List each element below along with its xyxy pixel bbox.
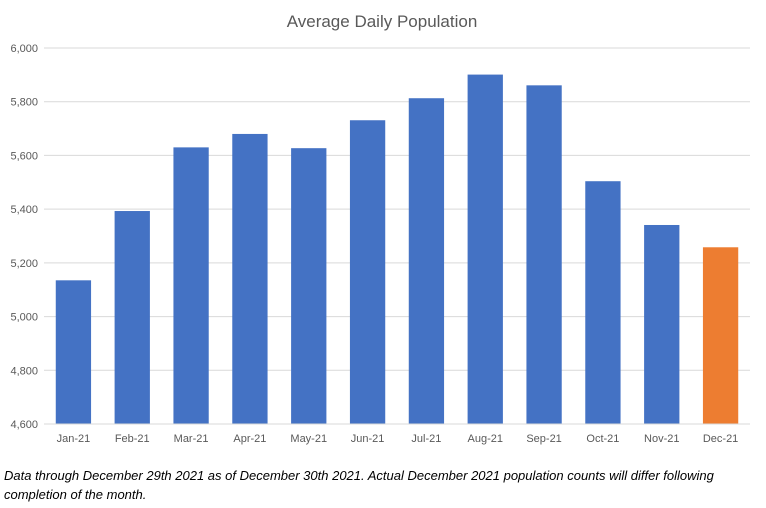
- x-tick-label: Mar-21: [174, 433, 209, 445]
- bar-sep-21: [526, 85, 562, 425]
- bar-apr-21: [232, 133, 268, 424]
- x-tick-label: Aug-21: [468, 433, 503, 445]
- x-tick-label: Nov-21: [644, 433, 679, 445]
- bar-jul-21: [408, 98, 445, 425]
- y-tick-label: 4,800: [10, 365, 38, 377]
- gridlines: [44, 47, 750, 371]
- y-axis-ticks: 4,600 4,800 5,000 5,200 5,400 5,600 5,800 6,000: [10, 43, 38, 431]
- y-tick-label: 5,400: [10, 204, 38, 216]
- y-tick-label: 4,600: [10, 419, 38, 431]
- x-axis-ticks: Jan-21 Feb-21 Mar-21 Apr-21 May-21 Jun-21 Jul-…: [57, 433, 739, 445]
- x-tick-label: Jan-21: [57, 433, 91, 445]
- x-tick-label: May-21: [290, 433, 327, 445]
- x-tick-label: Dec-21: [703, 433, 738, 445]
- bar-oct-21: [585, 181, 621, 424]
- x-tick-label: Oct-21: [586, 433, 619, 445]
- y-tick-label: 5,800: [10, 97, 38, 109]
- x-tick-label: Jul-21: [411, 433, 441, 445]
- x-tick-label: Apr-21: [233, 433, 266, 445]
- bar-jun-21: [349, 120, 386, 424]
- bar-feb-21: [114, 211, 150, 424]
- bar-dec-21: [702, 247, 739, 424]
- chart-title: Average Daily Population: [287, 12, 478, 31]
- y-tick-label: 5,200: [10, 258, 38, 270]
- x-tick-label: Sep-21: [526, 433, 561, 445]
- bar-chart: Average Daily Population 4,600 4,800 5,000…: [10, 12, 750, 445]
- bar-mar-21: [173, 147, 209, 424]
- bars: [55, 74, 739, 425]
- bar-nov-21: [644, 224, 680, 424]
- bar-aug-21: [467, 74, 503, 425]
- y-tick-label: 5,000: [10, 312, 38, 324]
- footnote: Data through December 29th 2021 as of De…: [4, 468, 714, 502]
- bar-jan-21: [55, 280, 92, 424]
- x-tick-label: Feb-21: [115, 433, 150, 445]
- y-tick-label: 5,600: [10, 150, 38, 162]
- x-tick-label: Jun-21: [351, 433, 385, 445]
- y-tick-label: 6,000: [10, 43, 38, 55]
- bar-may-21: [291, 148, 327, 425]
